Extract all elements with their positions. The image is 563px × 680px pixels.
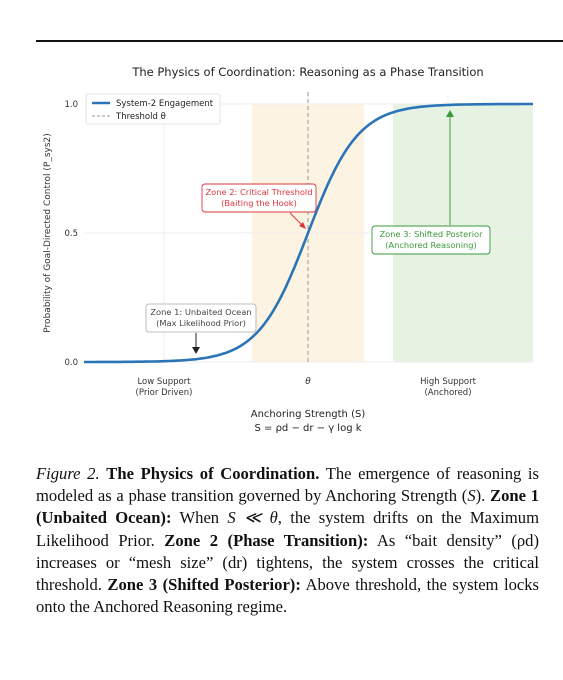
legend: System-2 Engagement Threshold θ	[85, 93, 221, 125]
zone2-label-line1: Zone 2: Critical Threshold	[205, 187, 312, 197]
zone1-arrow-icon	[192, 347, 200, 354]
zone3-label-line1: Zone 3: Shifted Posterior	[379, 229, 483, 239]
legend-threshold-label: Threshold θ	[115, 112, 166, 122]
x-tick-theta: θ	[305, 377, 311, 387]
y-tick-0: 0.0	[64, 358, 78, 368]
zone2-label-line2: (Baiting the Hook)	[221, 198, 297, 208]
caption-label: Figure 2.	[36, 464, 100, 483]
x-tick-high-line2: (Anchored)	[424, 388, 471, 398]
zone2-arrow-icon	[299, 222, 306, 229]
zone2-annotation: Zone 2: Critical Threshold (Baiting the …	[201, 183, 317, 229]
y-axis-label: Probability of Goal-Directed Control (P_…	[43, 133, 53, 333]
caption-text-3: When	[171, 508, 228, 528]
zone3-arrow-icon	[446, 110, 454, 117]
caption-zone1-title: Zone 1 (Unbaited Ocean):	[36, 486, 539, 528]
x-axis-label: Anchoring Strength (S)	[251, 409, 366, 420]
x-axis-formula: S = ρd − dr − γ log k	[254, 423, 361, 434]
caption-text-5: As “bait density” (ρd) increases or “mes…	[36, 530, 539, 595]
zone1-annotation: Zone 1: Unbaited Ocean (Max Likelihood P…	[145, 303, 257, 354]
x-tick-low-line2: (Prior Driven)	[136, 388, 193, 398]
caption-text-2: ).	[475, 486, 491, 506]
zone3-label-line2: (Anchored Reasoning)	[385, 240, 477, 250]
caption-condition: S ≪ θ	[227, 508, 278, 528]
x-tick-low-line1: Low Support	[137, 377, 191, 387]
caption-zone2-title: Zone 2 (Phase Transition):	[164, 530, 369, 550]
caption-zone3-title: Zone 3 (Shifted Posterior):	[107, 575, 301, 595]
legend-curve-label: System-2 Engagement	[116, 99, 214, 109]
zone1-label-line1: Zone 1: Unbaited Ocean	[150, 307, 251, 317]
caption-text-1: The emergence of reasoning is modeled as…	[36, 464, 539, 506]
figure: The Physics of Coordination: Reasoning a…	[36, 56, 539, 451]
chart-title: The Physics of Coordination: Reasoning a…	[131, 65, 483, 79]
y-tick-05: 0.5	[64, 229, 78, 239]
x-tick-high-line1: High Support	[420, 377, 477, 387]
system2-curve	[84, 102, 533, 364]
caption-text-4: , the system drifts on the Maximum Likel…	[36, 508, 540, 550]
top-rule	[36, 40, 563, 42]
phase-transition-chart: The Physics of Coordination: Reasoning a…	[43, 65, 533, 434]
caption-text-6: Above threshold, the system locks onto t…	[36, 575, 539, 617]
caption-title: The Physics of Coordination.	[106, 464, 320, 483]
zone1-label-line2: (Max Likelihood Prior)	[156, 318, 246, 328]
y-tick-1: 1.0	[64, 100, 78, 110]
zone3-annotation: Zone 3: Shifted Posterior (Anchored Reas…	[371, 110, 491, 255]
caption-var-s: S	[467, 486, 476, 506]
figure-caption: Figure 2. The Physics of Coordination. T…	[36, 463, 539, 618]
